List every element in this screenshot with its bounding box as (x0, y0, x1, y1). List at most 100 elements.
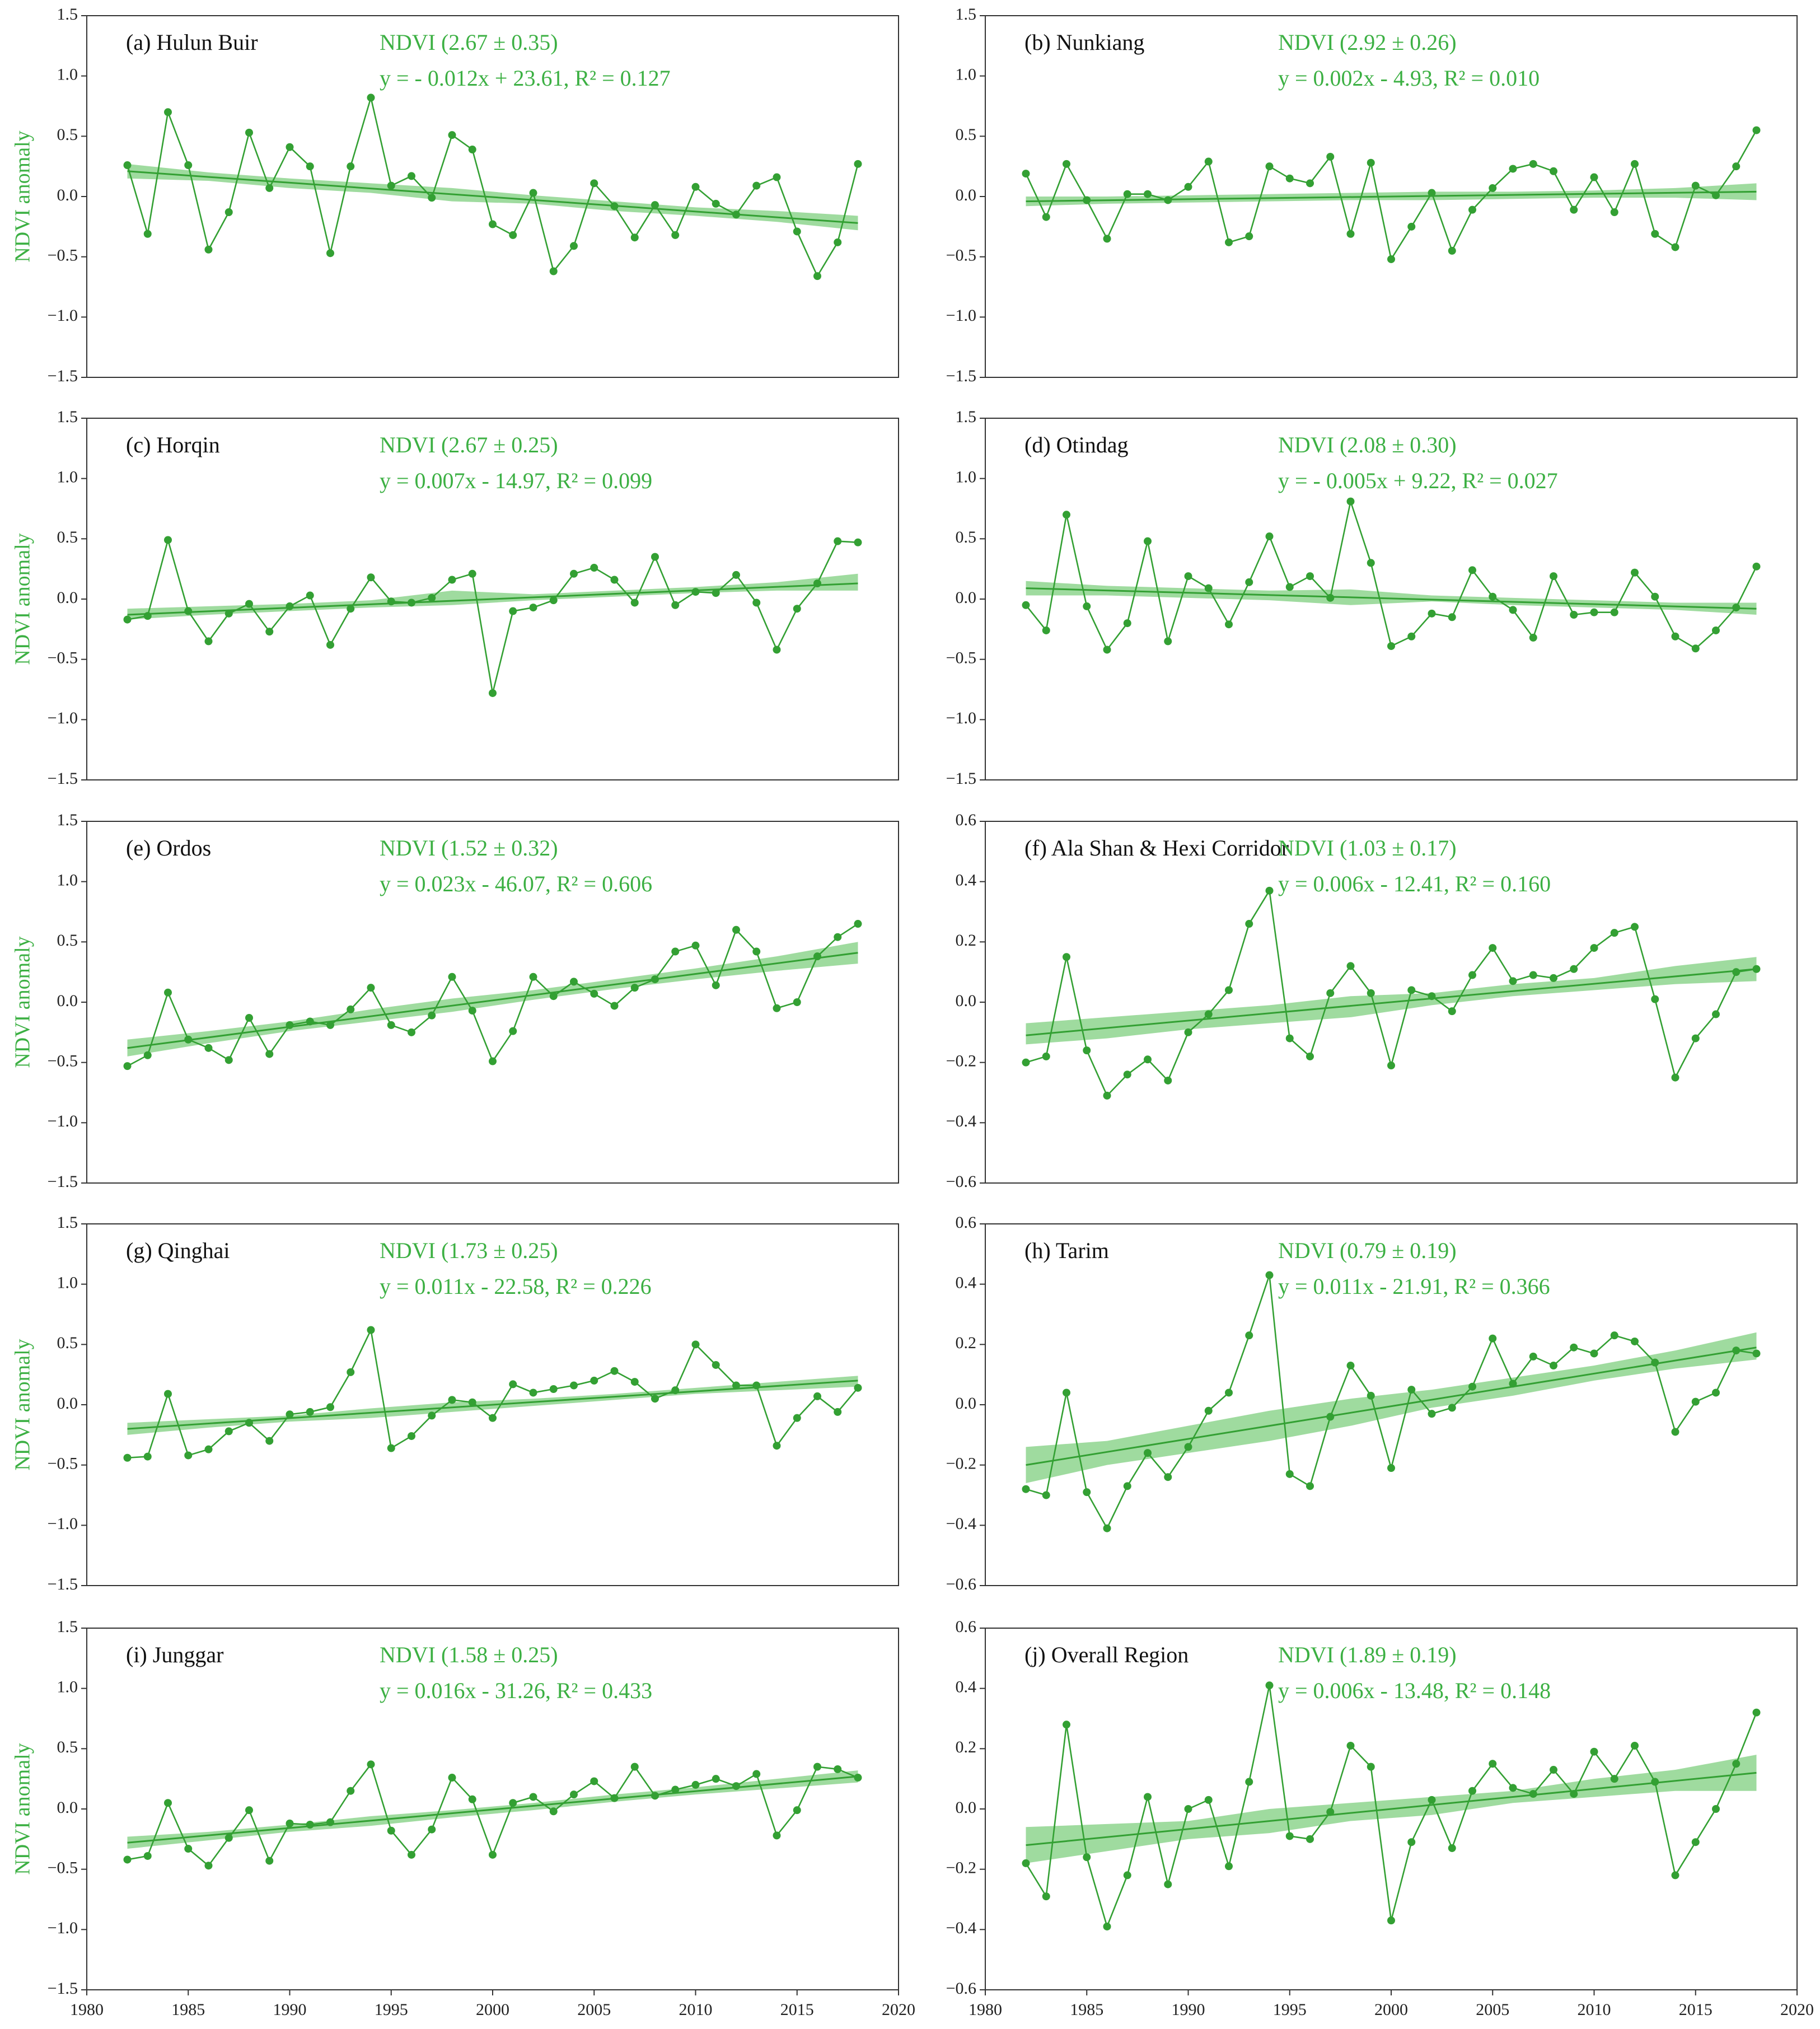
data-point (590, 989, 598, 998)
x-tick-label: 2020 (1780, 2000, 1814, 2019)
annotation: NDVI (2.92 ± 0.26) (1278, 30, 1457, 55)
y-axis-label: NDVI anomaly (11, 533, 35, 665)
data-point (1144, 537, 1152, 545)
data-point (570, 1381, 578, 1390)
data-point (1691, 1397, 1700, 1406)
data-point (1671, 1871, 1679, 1880)
annotation: y = 0.023x - 46.07, R² = 0.606 (380, 871, 652, 896)
data-point (1428, 189, 1436, 197)
data-point (489, 689, 497, 697)
data-point (712, 199, 720, 208)
data-point (143, 230, 152, 238)
data-point (1448, 1844, 1456, 1852)
data-point (1306, 1835, 1314, 1843)
y-tick-label: 0.4 (956, 1274, 977, 1292)
y-tick-label: −0.5 (48, 246, 78, 265)
data-point (448, 131, 456, 139)
data-point (306, 1408, 314, 1416)
annotation: y = 0.011x - 21.91, R² = 0.366 (1278, 1274, 1550, 1299)
data-point (1123, 1070, 1131, 1079)
annotation: NDVI (2.08 ± 0.30) (1278, 432, 1457, 457)
data-point (1752, 1708, 1761, 1717)
y-tick-label: 1.0 (57, 871, 78, 890)
x-tick-label: 1985 (1070, 2000, 1103, 2019)
data-point (1063, 953, 1070, 961)
data-point (671, 947, 680, 956)
data-point (630, 1378, 639, 1386)
data-point (1103, 1524, 1111, 1532)
y-tick-label: 0.5 (57, 528, 78, 546)
data-point (732, 925, 740, 934)
data-point (1529, 1352, 1537, 1361)
annotation: y = - 0.012x + 23.61, R² = 0.127 (380, 66, 671, 91)
data-point (1245, 578, 1253, 586)
data-point (448, 1774, 456, 1782)
confidence-band (1026, 1332, 1757, 1483)
data-point (286, 602, 294, 610)
data-point (529, 973, 537, 981)
annotation: NDVI (2.67 ± 0.35) (380, 30, 558, 55)
data-point (428, 194, 436, 202)
data-point (184, 1451, 193, 1460)
data-point (1326, 1808, 1335, 1816)
data-point (1752, 126, 1761, 134)
data-point (428, 593, 436, 602)
data-point (1752, 562, 1761, 571)
data-point (1489, 1334, 1497, 1343)
y-tick-label: −0.6 (946, 1979, 976, 1998)
data-point (1631, 1337, 1639, 1345)
annotation: NDVI (0.79 ± 0.19) (1278, 1238, 1457, 1263)
data-point (854, 920, 862, 928)
y-tick-label: 0.0 (956, 1394, 977, 1413)
data-point (793, 1806, 801, 1815)
annotation: y = - 0.005x + 9.22, R² = 0.027 (1278, 468, 1558, 493)
data-point (1590, 608, 1598, 616)
y-tick-label: −0.5 (48, 1859, 78, 1877)
data-point (1164, 1473, 1172, 1481)
data-point (1610, 208, 1618, 216)
y-tick-label: −1.5 (946, 769, 976, 788)
data-point (793, 605, 801, 613)
data-point (347, 1005, 355, 1013)
data-point (1387, 1464, 1395, 1472)
data-point (265, 628, 274, 636)
data-point (245, 1013, 253, 1022)
confidence-band (1026, 957, 1757, 1045)
x-tick-label: 2005 (1476, 2000, 1509, 2019)
data-point (1123, 1482, 1131, 1490)
data-point (691, 1340, 700, 1349)
trend-line (1026, 1347, 1757, 1466)
data-point (1428, 1796, 1436, 1804)
data-point (1063, 1721, 1070, 1729)
confidence-band (127, 573, 858, 620)
data-point (408, 172, 415, 180)
data-point (1346, 1362, 1355, 1370)
x-tick-label: 1995 (1273, 2000, 1307, 2019)
data-point (1631, 923, 1639, 931)
data-point (1529, 971, 1537, 979)
data-point (468, 1795, 476, 1803)
data-point (1570, 1343, 1578, 1352)
data-point (224, 609, 233, 618)
data-point (1042, 1052, 1050, 1060)
y-tick-label: 0.0 (57, 1394, 78, 1413)
data-point (123, 161, 132, 170)
y-tick-label: 1.0 (57, 1678, 78, 1696)
data-point (367, 573, 375, 582)
y-tick-label: −0.5 (946, 649, 976, 667)
data-point (1407, 222, 1416, 231)
y-tick-label: 1.0 (57, 66, 78, 84)
data-point (1590, 1349, 1598, 1358)
data-point (408, 1028, 415, 1036)
annotation: y = 0.006x - 12.41, R² = 0.160 (1278, 871, 1551, 896)
data-point (793, 998, 801, 1006)
data-point (1691, 1838, 1700, 1846)
y-tick-label: −0.5 (48, 1052, 78, 1070)
y-tick-label: −1.5 (48, 1172, 78, 1191)
data-point (204, 1862, 213, 1870)
data-point (1306, 1482, 1314, 1490)
annotation: NDVI (1.89 ± 0.19) (1278, 1642, 1457, 1667)
data-point (509, 1027, 517, 1035)
panel-title: (b) Nunkiang (1024, 30, 1144, 55)
data-point (671, 1785, 680, 1794)
